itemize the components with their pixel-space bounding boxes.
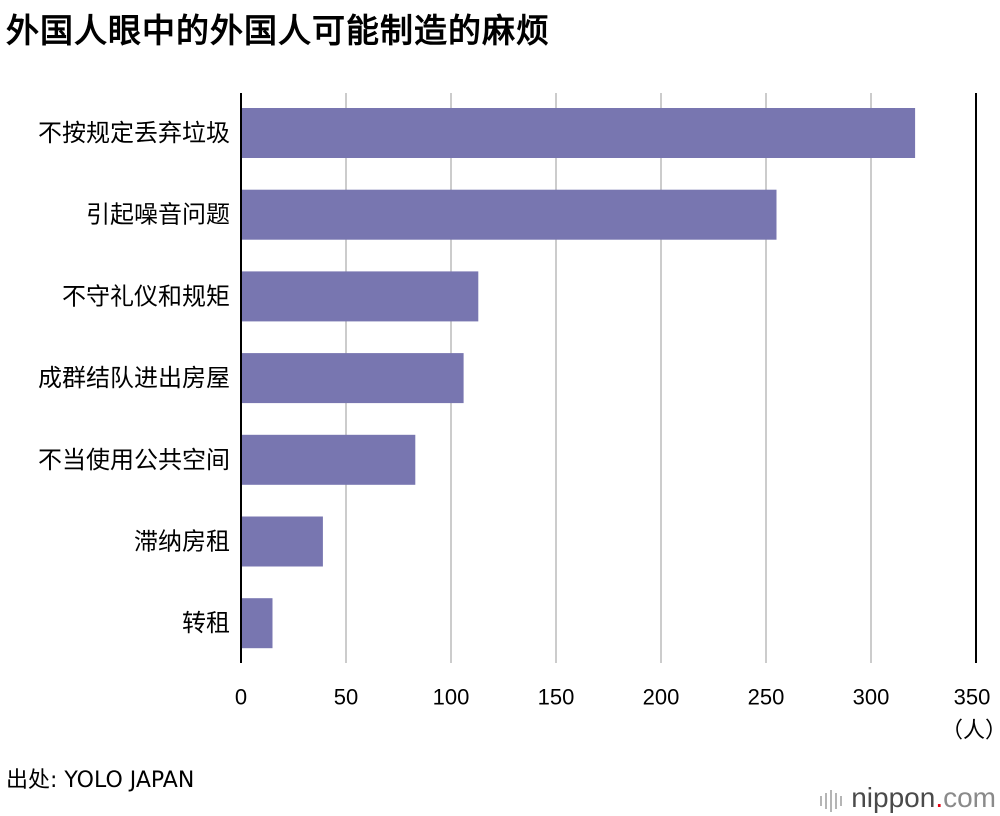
x-tick-label: 150: [538, 685, 575, 710]
x-tick-label: 50: [334, 685, 358, 710]
source-label: 出处: [6, 768, 51, 793]
category-label: 引起噪音问题: [86, 201, 230, 229]
brand-name: nippon: [851, 782, 936, 813]
x-tick-label: 250: [748, 685, 785, 710]
bar: [241, 434, 416, 485]
x-tick-label: 350: [954, 685, 991, 710]
brand-tld: com: [943, 782, 996, 813]
source-note: 出处: YOLO JAPAN: [6, 762, 194, 794]
bar: [241, 108, 916, 158]
sound-bars-icon: [820, 784, 845, 816]
x-unit-label: （人）: [941, 719, 1000, 744]
nippon-logo: nippon.com: [820, 782, 996, 816]
bar: [241, 353, 464, 404]
bar: [241, 271, 479, 322]
category-label: 成群结队进出房屋: [38, 364, 230, 392]
bar-chart: 不按规定丢弃垃圾引起噪音问题不守礼仪和规矩成群结队进出房屋不当使用公共空间滞纳房…: [38, 93, 1000, 744]
category-label: 不按规定丢弃垃圾: [38, 119, 230, 147]
source-value: YOLO JAPAN: [64, 768, 195, 793]
category-label: 不守礼仪和规矩: [62, 282, 230, 310]
chart-title: 外国人眼中的外国人可能制造的麻烦: [6, 11, 550, 50]
bar: [241, 189, 777, 240]
x-tick-label: 300: [853, 685, 890, 710]
category-label: 转租: [182, 609, 230, 637]
category-label: 不当使用公共空间: [38, 446, 230, 474]
x-tick-label: 200: [643, 685, 680, 710]
x-tick-label: 100: [433, 685, 470, 710]
bar: [241, 516, 323, 567]
source-colon: :: [50, 768, 65, 793]
brand-dot: .: [935, 782, 944, 813]
category-label: 滞纳房租: [134, 528, 230, 556]
bar: [241, 598, 273, 649]
x-tick-label: 0: [235, 685, 247, 710]
